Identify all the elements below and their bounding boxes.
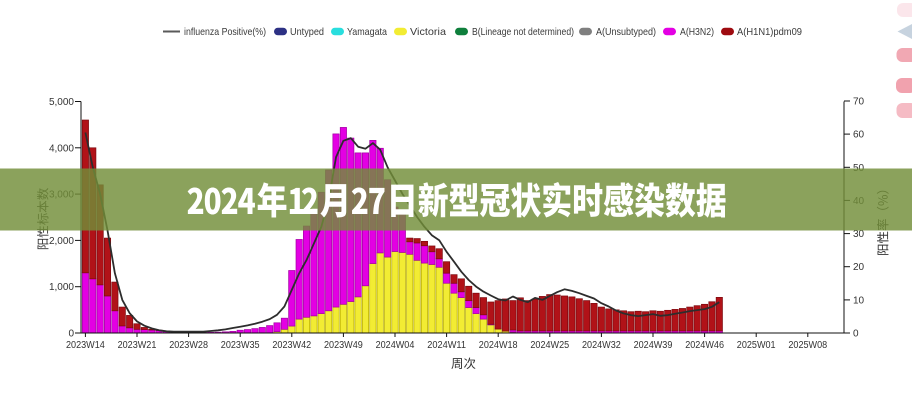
svg-text:5,000: 5,000	[49, 97, 74, 108]
svg-text:50: 50	[853, 163, 865, 174]
svg-text:60: 60	[853, 130, 865, 141]
svg-text:2024W04: 2024W04	[376, 340, 415, 351]
svg-text:0: 0	[853, 329, 859, 340]
svg-text:1,000: 1,000	[49, 282, 74, 293]
svg-text:2023W42: 2023W42	[272, 340, 311, 351]
svg-text:10: 10	[853, 295, 865, 306]
svg-text:Yamagata: Yamagata	[347, 26, 387, 38]
svg-text:2023W21: 2023W21	[118, 340, 157, 351]
svg-text:A(H1N1)pdm09: A(H1N1)pdm09	[737, 26, 802, 38]
svg-text:30: 30	[853, 229, 865, 240]
svg-text:0: 0	[68, 329, 74, 340]
svg-text:Untyped: Untyped	[290, 26, 324, 38]
svg-text:2024W18: 2024W18	[479, 340, 518, 351]
svg-text:2023W14: 2023W14	[66, 340, 105, 351]
svg-text:70: 70	[853, 97, 865, 108]
svg-text:2024W11: 2024W11	[427, 340, 466, 351]
svg-text:2023W28: 2023W28	[169, 340, 208, 351]
svg-text:2023W49: 2023W49	[324, 340, 363, 351]
svg-text:2024W25: 2024W25	[530, 340, 569, 351]
svg-text:4,000: 4,000	[49, 143, 74, 154]
svg-text:2024W46: 2024W46	[685, 340, 724, 351]
svg-text:2,000: 2,000	[49, 236, 74, 247]
svg-text:2024W39: 2024W39	[634, 340, 673, 351]
svg-text:2025W01: 2025W01	[737, 340, 776, 351]
svg-text:2023W35: 2023W35	[221, 340, 260, 351]
svg-text:2025W08: 2025W08	[788, 340, 827, 351]
svg-text:B(Lineage not determined): B(Lineage not determined)	[472, 26, 574, 38]
svg-text:2024W32: 2024W32	[582, 340, 621, 351]
svg-text:influenza Positive(%): influenza Positive(%)	[184, 26, 266, 38]
svg-text:A(Unsubtyped): A(Unsubtyped)	[596, 26, 656, 38]
svg-text:20: 20	[853, 262, 865, 273]
svg-text:Victoria: Victoria	[410, 26, 446, 38]
svg-text:A(H3N2): A(H3N2)	[680, 26, 714, 38]
